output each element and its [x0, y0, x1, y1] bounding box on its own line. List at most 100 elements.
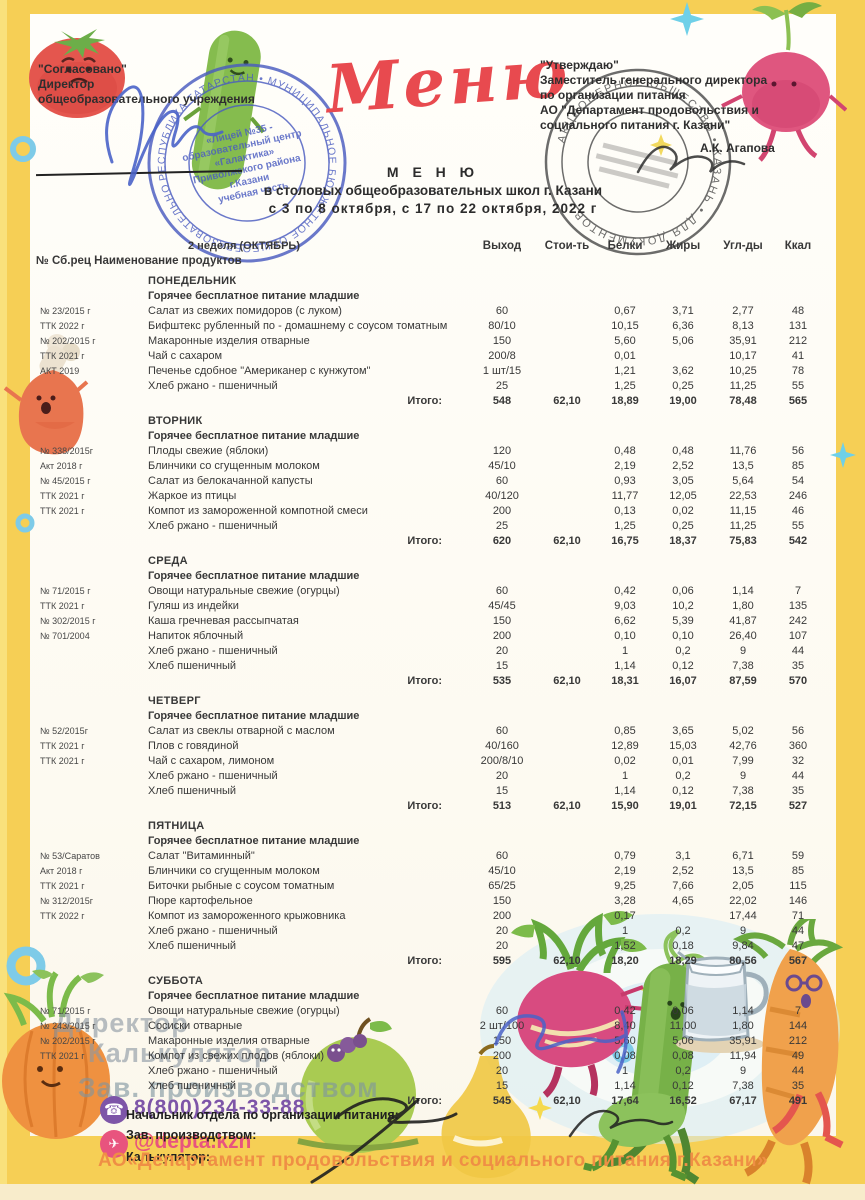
- table-row: ТТК 2021 г Чай с сахаром, лимоном 200/8/10…: [36, 753, 832, 768]
- table-row: № 45/2015 г Салат из белокачанной капусты…: [36, 473, 832, 488]
- table-row: Хлеб ржано - пшеничный 25 1,25 0,25 11,25 55: [36, 518, 832, 533]
- table-row: № 701/2004 Напиток яблочный 200 0,10 0,10 26,…: [36, 628, 832, 643]
- menu-caps-title: М Е Н Ю: [386, 164, 480, 180]
- total-kcal: 542: [788, 534, 808, 547]
- dish-name: Сосиски отварные: [148, 1019, 243, 1032]
- total-fat: 16,07: [669, 674, 697, 687]
- table-row: Горячее бесплатное питание младшие: [36, 988, 832, 1003]
- footer-banner: АО«Департамент продовольствия и социальн…: [98, 1150, 768, 1171]
- column-header: Жиры: [665, 239, 701, 252]
- table-row: № 202/2015 г Макаронные изделия отварные 1…: [36, 333, 832, 348]
- dish-name: Хлеб пшеничный: [148, 1079, 237, 1092]
- portion-value: 200: [492, 629, 512, 642]
- recipe-code: Акт 2018 г: [40, 460, 83, 471]
- kcal-value: 115: [789, 879, 807, 892]
- table-row: № 71/2015 г Овощи натуральные свежие (огу…: [36, 583, 832, 598]
- kcal-value: 212: [788, 1034, 808, 1047]
- carbs-value: 11,76: [729, 444, 757, 457]
- protein-value: 5,60: [614, 334, 636, 347]
- total-cost: 62,10: [553, 394, 581, 407]
- portion-value: 80/10: [488, 319, 516, 332]
- carbs-value: 1,14: [732, 1004, 754, 1017]
- recipe-code: № 701/2004: [40, 630, 90, 641]
- blue-approval-signature: [494, 1010, 628, 1074]
- protein-value: 10,15: [611, 319, 639, 332]
- day-block: ЧЕТВЕРГ Горячее бесплатное питание младши…: [36, 693, 832, 813]
- fat-value: 3,1: [675, 849, 691, 862]
- menu-caps-block: М Е Н Ю в столовых общеобразовательных ш…: [198, 164, 668, 216]
- recipe-code: ТТК 2021 г: [40, 490, 85, 501]
- recipe-code: № 23/2015 г: [40, 305, 91, 316]
- dish-name: Плоды свежие (яблоки): [148, 444, 269, 457]
- total-cost: 62,10: [553, 799, 581, 812]
- dish-name: Хлеб ржано - пшеничный: [148, 924, 278, 937]
- kcal-value: 78: [791, 364, 805, 377]
- footer-line-1: Начальник отдела по организации питания:: [126, 1108, 399, 1122]
- recipe-code: ТТК 2022 г: [40, 910, 85, 921]
- carbs-value: 11,25: [729, 519, 757, 532]
- carbs-value: 9: [739, 769, 747, 782]
- protein-value: 1,52: [614, 939, 636, 952]
- table-row: ТТК 2021 г Плов с говядиной 40/160 12,89 15,…: [36, 738, 832, 753]
- table-row: № Сб.рец Наименование продуктов: [36, 253, 832, 268]
- carbs-value: 7,38: [732, 784, 754, 797]
- table-row: ТТК 2021 г Компот из свежих плодов (яблок…: [36, 1048, 832, 1063]
- dish-name: Овощи натуральные свежие (огурцы): [148, 1004, 340, 1017]
- department-round-stamp: АКЦИОНЕРНОЕ ОБЩЕСТВО • КАЗАНЬ • ДЛЯ ДОКУ…: [535, 59, 741, 265]
- total-kcal: 567: [788, 954, 808, 967]
- day-title: ВТОРНИК: [148, 414, 203, 427]
- total-carbs: 78,48: [729, 394, 757, 407]
- table-row: Горячее бесплатное питание младшие: [36, 288, 832, 303]
- total-protein: 18,31: [611, 674, 639, 687]
- recipe-code: Акт 2018 г: [40, 865, 83, 876]
- portion-value: 1 шт/15: [482, 364, 522, 377]
- day-title: ПОНЕДЕЛЬНИК: [148, 274, 237, 287]
- kcal-value: 54: [791, 474, 805, 487]
- table-row: Хлеб ржано - пшеничный 25 1,25 0,25 11,25 55: [36, 378, 832, 393]
- dish-name: Хлеб пшеничный: [148, 939, 237, 952]
- protein-value: 2,19: [614, 459, 636, 472]
- column-header: Стои-ть: [544, 239, 590, 252]
- table-row: Горячее бесплатное питание младшие: [36, 568, 832, 583]
- total-fat: 19,01: [669, 799, 697, 812]
- fat-value: 2,52: [672, 459, 694, 472]
- approval-right-line: социального питания г. Казани": [540, 118, 731, 132]
- watermark-text: Калькулятор: [88, 1038, 272, 1068]
- kcal-value: 85: [791, 459, 805, 472]
- table-row: № 202/2015 г Макаронные изделия отварные 1…: [36, 1033, 832, 1048]
- fat-value: 3,05: [672, 474, 694, 487]
- table-row: ТТК 2021 г Компот из замороженной компотн…: [36, 503, 832, 518]
- protein-value: 1,25: [614, 379, 636, 392]
- recipe-code: ТТК 2022 г: [40, 320, 85, 331]
- totals-label: Итого:: [407, 534, 442, 547]
- total-kcal: 570: [788, 674, 808, 687]
- protein-value: 12,89: [611, 739, 639, 752]
- recipe-code: ТТК 2021 г: [40, 880, 85, 891]
- recipe-code: № 53/Саратов: [40, 850, 100, 861]
- dish-name: Каша гречневая рассыпчатая: [148, 614, 299, 627]
- carbs-value: 17,44: [729, 909, 757, 922]
- protein-value: 11,77: [611, 489, 639, 502]
- fat-value: 10,2: [672, 599, 694, 612]
- dish-name: Блинчики со сгущенным молоком: [148, 459, 320, 472]
- cyan-sparkle-icon: [670, 2, 704, 36]
- portion-value: 25: [495, 519, 509, 532]
- carbs-value: 10,17: [729, 349, 757, 362]
- protein-value: 1: [621, 769, 629, 782]
- dish-name: Макаронные изделия отварные: [148, 1034, 310, 1047]
- portion-value: 20: [495, 769, 509, 782]
- fat-value: 0,01: [672, 754, 694, 767]
- table-row: № 23/2015 г Салат из свежих помидоров (с …: [36, 303, 832, 318]
- table-row: ТТК 2021 г Жаркое из птицы 40/120 11,77 12,0…: [36, 488, 832, 503]
- table-row: № 312/2015г Пюре картофельное 150 3,28 4,65 2…: [36, 893, 832, 908]
- column-header: Ккал: [784, 239, 812, 252]
- protein-value: 1: [621, 644, 629, 657]
- dish-name: Гуляш из индейки: [148, 599, 239, 612]
- carbs-value: 11,25: [729, 379, 757, 392]
- protein-value: 0,48: [614, 444, 636, 457]
- table-row: ТТК 2021 г Гуляш из индейки 45/45 9,03 10,2 1…: [36, 598, 832, 613]
- protein-value: 1,14: [614, 784, 636, 797]
- kcal-value: 35: [791, 784, 805, 797]
- fat-value: 3,62: [672, 364, 694, 377]
- day-block: ПЯТНИЦА Горячее бесплатное питание младши…: [36, 818, 832, 968]
